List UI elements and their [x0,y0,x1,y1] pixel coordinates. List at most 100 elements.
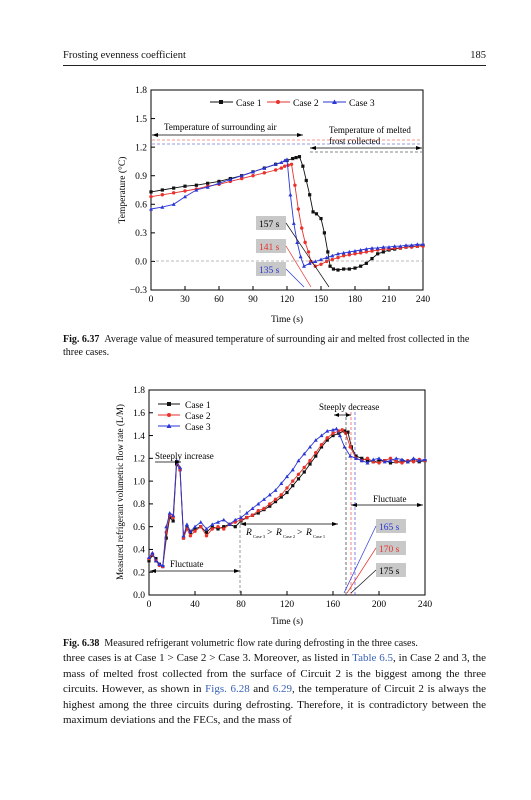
data-point-case-3 [262,166,267,170]
caption-label: Fig. 6.38 [63,638,100,649]
y-tick-label: 0.0 [135,258,147,268]
data-point-case-3 [334,426,339,431]
running-head: Frosting evenness coefficient 185 [63,50,486,61]
data-point-case-3 [296,458,301,463]
y-tick-label: 1.5 [135,115,147,125]
y-tick-label: 0.2 [133,568,145,578]
data-point-case-3 [193,524,197,529]
data-point-case-1 [342,267,346,271]
data-point-case-3 [337,433,342,438]
fig-6-29-link[interactable]: 6.29 [272,683,293,696]
svg-text:Case 3: Case 3 [253,534,266,539]
data-point-case-2 [216,524,220,529]
temperature-chart: 0 30 60 90 120 150 180 210 240 −0.3 0.0 0.3 0.6 0.9 1.… [117,86,430,325]
data-point-case-2 [239,176,244,181]
data-point-case-2 [331,431,335,435]
data-point-case-3 [325,429,330,433]
figure-6-37-caption: Fig. 6.37 Average value of measured tempe… [63,333,486,359]
data-point-case-2 [279,166,284,170]
fluctuate-left-label: Fluctuate [170,559,204,569]
data-point-case-3 [370,246,374,250]
data-point-case-1 [331,433,335,438]
data-point-case-1 [279,495,283,499]
data-point-case-3 [204,526,209,531]
data-point-case-1 [308,462,312,466]
data-point-case-1 [326,250,330,254]
data-point-case-2 [273,168,278,172]
data-point-case-3 [348,454,353,458]
time-box-141 [256,239,286,253]
x-tick-label: 40 [190,600,200,610]
x-tick-label: 210 [382,295,397,305]
data-point-case-2 [358,251,363,255]
header-rule [63,65,486,66]
data-point-case-1 [359,264,363,268]
x-tick-label: 160 [326,600,341,610]
data-point-case-3 [184,522,189,526]
data-point-case-3 [417,458,422,463]
data-point-case-3 [194,188,199,192]
melted-frost-label-line2: frost collected [329,136,381,146]
data-point-case-2 [289,162,294,166]
y-tick-label: −0.3 [130,286,147,296]
data-point-case-3 [279,481,284,485]
y-tick-label: 1.8 [135,86,147,96]
y-tick-label: 1.0 [133,477,145,487]
caption-text: Measured refrigerant volumetric flow rat… [104,638,418,649]
data-point-case-2 [183,189,187,193]
time-box-157 [256,216,286,230]
y-tick-label: 0.8 [133,500,145,510]
flow-rate-chart: 0 40 80 120 160 200 240 0.0 0.2 0.4 0.6 0.8 1.0 1.2 1.… [115,386,433,627]
data-point-case-3 [409,243,414,247]
data-point-case-3 [205,185,210,189]
data-point-case-2 [291,479,295,483]
data-point-case-1 [285,490,289,495]
data-point-case-1 [354,454,358,458]
figure-temperature: 0 30 60 90 120 150 180 210 240 −0.3 0.0 0.3 0.6 0.9 1.… [63,82,443,327]
data-point-case-1 [183,184,187,188]
running-head-title: Frosting evenness coefficient [63,50,186,61]
data-point-case-3 [400,457,404,462]
data-point-case-2 [296,207,301,211]
data-point-case-3 [313,438,318,442]
data-point-case-2 [268,502,272,506]
data-point-case-3 [244,511,249,515]
data-point-case-2 [285,486,289,490]
data-point-case-3 [331,427,335,432]
time-box-135 [256,262,286,276]
legend: Case 1 Case 2 Case 3 [210,99,375,109]
data-point-case-2 [193,529,197,533]
data-point-case-3 [171,202,176,206]
data-point-case-2 [303,240,307,245]
data-point-case-2 [348,445,352,449]
table-6-5-link[interactable]: Table 6.5 [352,652,394,664]
legend-case-3: Case 3 [185,423,211,433]
svg-text:>: > [297,528,302,538]
data-point-case-2 [302,465,306,470]
data-point-case-3 [251,169,255,174]
data-point-case-3 [239,515,243,520]
data-point-case-1 [328,264,332,268]
data-point-case-1 [185,525,189,529]
y-tick-label: 1.4 [133,432,145,442]
data-point-case-3 [423,457,427,462]
fig-6-28-link[interactable]: Figs. 6.28 [205,683,250,696]
data-point-case-2 [347,253,352,257]
data-point-case-3 [210,522,215,526]
x-tick-label: 240 [418,600,433,610]
data-point-case-1 [171,519,175,523]
data-point-case-2 [160,193,165,197]
data-point-case-3 [392,244,397,248]
y-tick-label: 0.9 [135,172,147,182]
data-point-case-1 [194,183,198,187]
data-point-case-3 [282,158,287,163]
data-point-case-3 [250,506,255,511]
data-point-case-3 [381,245,386,249]
x-tick-label: 150 [314,295,329,305]
page-number: 185 [470,50,486,61]
data-point-case-1 [149,190,153,194]
data-point-case-2 [340,428,344,432]
data-point-case-1 [325,438,329,442]
y-tick-label: 0.4 [133,546,145,556]
data-point-case-3 [178,465,183,470]
